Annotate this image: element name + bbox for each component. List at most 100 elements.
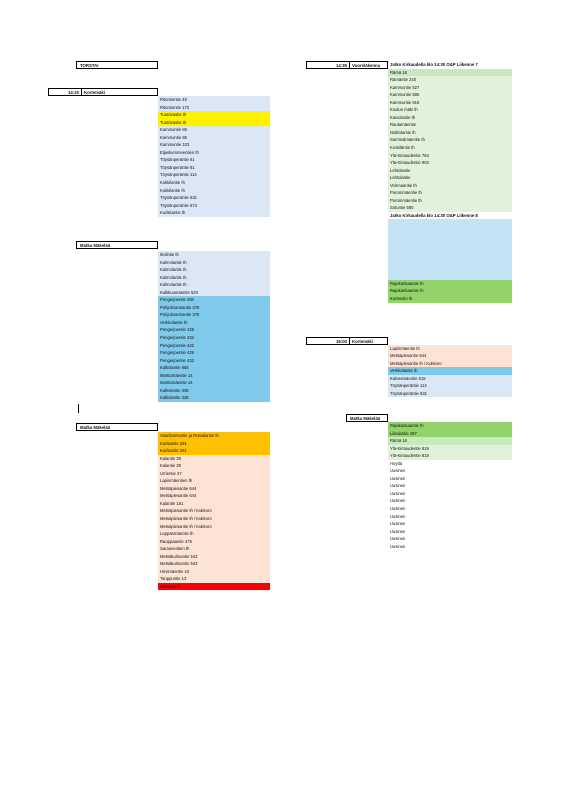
stop-row: Kalkkuumäentie 520 (158, 288, 270, 297)
stop-row: Metsäpiesantie th / Kukkoro (388, 359, 512, 368)
stop-row: Notkolantie th (388, 128, 512, 137)
stop-row: Pengerjoentie 280 (158, 296, 270, 304)
stop-row: Ylä-Kintaudentie 764 (388, 151, 512, 160)
stop-row: Sotuntie 580 (388, 204, 512, 212)
stop-row: Metsäpiesantie 644 (158, 484, 270, 493)
stop-row: Uusinen (388, 497, 512, 506)
stop-row: Uusinen (388, 474, 512, 483)
start-time-box: 14:20 Kortemäki (48, 88, 158, 96)
stop-row (388, 337, 512, 345)
stop-row (388, 227, 512, 235)
stop-row: Rämä 16 (388, 437, 512, 445)
stop-row: Uusinen (388, 489, 512, 498)
stop-row: Urrientie 47 (158, 469, 270, 478)
stop-row: Uusinen (388, 467, 512, 475)
stop-row: Ylä-Kintaudentie 903 (388, 159, 512, 167)
route-header-1: Jatko Kirkaudella klo 14:30 O&P Liikenne… (390, 62, 478, 67)
stop-row (388, 242, 512, 250)
stop-row: Kalmolantie th (158, 281, 270, 289)
stop-row: Kaivolantie th (388, 113, 512, 122)
stop-row: Metsäpiesantie th / Kukkoro (158, 507, 270, 516)
left-stop-list-3: Vaarilanmentie ja Rotvalantie th Kurikant… (158, 432, 270, 591)
stop-row (388, 272, 512, 280)
stop-row: Tuomirastie th (158, 111, 270, 119)
day-label: TORSTAI (76, 61, 158, 69)
stop-row: Metsäpiesantie th / Kukkoro (158, 522, 270, 531)
stop-row: Pengerjoentie 429 (158, 326, 270, 335)
stop-row: Rajakankaantie th (388, 279, 512, 288)
stop-row: Töysänperäntie 81 (158, 163, 270, 172)
stop-row: Rämä 16 (388, 68, 512, 77)
stop-row: Kammuntie 85 (158, 133, 270, 142)
stop-row: Kammuntie 585 (388, 91, 512, 99)
stop-row: Kalantie 39 (158, 462, 270, 470)
stop-row: Metsäkulmantie 543 (158, 552, 270, 561)
stop-row: Ritomientie 172 (158, 103, 270, 112)
stop-row: Kalvasmäentie 515 (388, 374, 512, 383)
travel-label-right: Matka Mäkelää (346, 414, 388, 422)
stop-row: Kalkolantie 338 (158, 394, 270, 402)
stop-row: Lapinmäentien th (158, 477, 270, 485)
travel-label-1: Matka Mäkelää (76, 241, 158, 249)
stop-row: Töysänperäntie 674 (158, 201, 270, 210)
stop-row: Metsäkulmantie 543 (158, 560, 270, 568)
stop-row: Metsäpiesantie 644 (158, 492, 270, 500)
stop-row (388, 249, 512, 258)
stop-row: Leppänmäentie th (158, 530, 270, 538)
stop-row: Töysänperäntie 81 (158, 156, 270, 164)
stop-row: Töysänperäntie 631 (158, 194, 270, 202)
stop-row: Uusinen (388, 527, 512, 536)
stop-row: Kammuntie 818 (388, 98, 512, 107)
stop-row: Tanppuntie 13 (158, 575, 270, 583)
stop-row: Pengerjoentie 432 (158, 356, 270, 365)
stop-row: Kalantie 39 (158, 454, 270, 463)
stop-row: Töysänperäntie 114 (388, 382, 512, 390)
stop-row: Hoyttä (388, 459, 512, 468)
stop-row: Kurikantie 281 (158, 439, 270, 448)
stop-row: Porommäentie th (388, 196, 512, 205)
stop-row: Kortesalo th (388, 294, 512, 303)
stop-row: Uusinen (388, 535, 512, 543)
stop-row: Lehtolantie (388, 166, 512, 175)
stop-row (388, 234, 512, 243)
stop-row: Kalkolantie 858 (158, 364, 270, 372)
right-stop-list-1: Rämä 16 Rämäntie 240 Kammuntie 527 Kammunti… (388, 68, 512, 212)
stop-row: Kurikkantie th (158, 209, 270, 217)
stop-row: Kammuntie 85 (158, 126, 270, 134)
stop-row: Kokkilantie th (158, 186, 270, 195)
stop-row: Kammuntie 527 (388, 83, 512, 92)
stop-row: Uusinen (388, 512, 512, 521)
stop-row: Tuomirastie th (158, 118, 270, 127)
stop-row: Töysänperäntie 631 (388, 389, 512, 398)
stop-row: Rajakankaantie th (388, 422, 512, 430)
stop-row: Raoppaantie 475 (158, 537, 270, 546)
stop-row: Töysänperäntie 114 (158, 171, 270, 180)
right-stop-list-4: Rajakankaantie th Liikalantie 497 Rämä 16 Y… (388, 422, 512, 551)
stop-row: Uusinen (388, 542, 512, 551)
stop-row: Pengerjoentie 429 (158, 349, 270, 357)
right-stop-list-2: Rajakankaantie th Rajakankaantie th Kortes… (388, 219, 512, 303)
stop-row: Ylä-Kintaudentie 819 (388, 452, 512, 460)
stop-row: Rämäntie 240 (388, 76, 512, 84)
stop-row: Ritomientie 49 (158, 96, 270, 104)
start-time: 14:20 (49, 89, 82, 95)
stop-row: Kalkolantie 338 (158, 386, 270, 395)
stop-row: Siikantie th (158, 582, 270, 591)
stop-row: Hirvimäentie 10 (158, 567, 270, 576)
stop-row: Liikalantie 497 (388, 429, 512, 438)
left-stop-list-2: Ikolintie th Kalmolantie th Kalmolantie th… (158, 251, 270, 402)
route-header-2: Jatko Kirkaudella klo 14:30 O&P Liikenne… (390, 212, 478, 218)
right-route-block-1: Jatko Kirkaudella klo 14:30 O&P Liikenne… (388, 61, 512, 303)
right-time-box-2: 16:00 Kortemäki (306, 337, 388, 345)
stop-row: Verkkolantie th (388, 367, 512, 375)
stop-row: Metsäpiesantie 644 (388, 352, 512, 360)
stop-row: Kurikantie 281 (158, 447, 270, 455)
stop-row: Kalmolantie th (158, 258, 270, 267)
stop-row: Kokkilantie th (158, 179, 270, 187)
stop-row: Marttomäentie 14 (158, 371, 270, 380)
stop-row: Porommäentie th (388, 189, 512, 197)
stop-row: Uusinen (388, 505, 512, 513)
stop-row (388, 257, 512, 265)
travel-label-2: Matka Mäkelää (76, 423, 158, 431)
